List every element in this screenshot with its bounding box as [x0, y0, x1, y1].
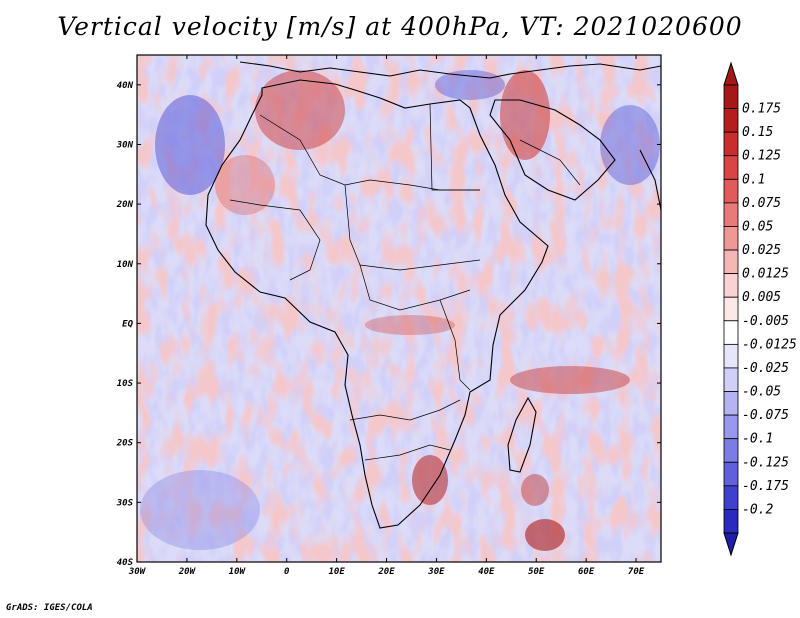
lat-tick-label: EQ: [122, 319, 133, 329]
country-borders: [229, 103, 581, 461]
colorbar-label: 0.1: [742, 172, 765, 187]
colorbar-segment: [723, 509, 739, 534]
lat-tick-label: 10N: [117, 260, 134, 270]
colorbar-label: -0.0125: [742, 337, 797, 352]
colorbar-segment: [723, 438, 739, 463]
ascent-region-atlas: [255, 70, 345, 150]
colorbar-label: 0.15: [742, 125, 773, 140]
ascent-region-congo: [365, 315, 455, 335]
colorbar-label: -0.125: [742, 455, 789, 470]
lon-tick-label: 10W: [229, 567, 247, 577]
africa-coastline: [205, 79, 549, 529]
longitude-axis: 30W 20W 10W 0 10E 20E 30E 40E 50E 60E 70E: [128, 55, 645, 577]
india-coastline: [639, 149, 661, 211]
colorbar-label: -0.005: [742, 314, 789, 329]
grads-credit: GrADS: IGES/COLA: [6, 603, 93, 613]
colorbar-label: 0.125: [742, 149, 781, 164]
colorbar-label: 0.005: [742, 290, 781, 305]
colorbar-top-arrow: [723, 61, 739, 86]
plot-frame: [136, 54, 662, 563]
lon-tick-label: 40E: [478, 567, 495, 577]
lat-tick-label: 40N: [117, 81, 134, 91]
colorbar-label: 0.05: [742, 219, 773, 234]
lat-tick-label: 40S: [117, 558, 134, 568]
colorbar-segment: [723, 131, 739, 157]
colorbar-segment: [723, 485, 739, 510]
border-east-africa: [439, 299, 471, 391]
colorbar-label: -0.075: [742, 408, 789, 423]
lat-tick-label: 10S: [117, 379, 134, 389]
colorbar-label: 0.175: [742, 102, 781, 117]
lon-tick-label: 20E: [377, 567, 395, 577]
border-egypt-sudan: [429, 103, 480, 191]
border-sahara-2: [344, 184, 481, 271]
europe-coastline: [239, 61, 661, 79]
colorbar-label: -0.2: [742, 502, 773, 517]
colorbar-label: -0.1: [742, 432, 773, 447]
colorbar-label: 0.025: [742, 243, 781, 258]
colorbar-segment: [723, 226, 739, 251]
border-west-africa: [229, 199, 321, 281]
colorbar-segment: [723, 367, 739, 392]
border-southern-africa: [349, 399, 461, 421]
descent-region-mediterranean: [435, 70, 505, 100]
ascent-region-arabia: [500, 70, 550, 160]
colorbar-segment: [723, 249, 739, 275]
colorbar-segment: [723, 343, 739, 369]
colorbar-segment: [723, 273, 739, 298]
lon-tick-label: 60E: [578, 567, 595, 577]
descent-region-south-atlantic: [140, 470, 260, 550]
colorbar: 0.175 0.15 0.125 0.1 0.075 0.05 0.025 0.0125 0.0…: [723, 61, 797, 557]
colorbar-bottom-arrow: [723, 532, 739, 557]
colorbar-segment: [723, 461, 739, 487]
descent-region-atlantic-north: [155, 95, 225, 195]
lon-tick-label: 70E: [628, 567, 645, 577]
border-central-africa: [359, 264, 471, 311]
colorbar-label: -0.05: [742, 385, 781, 400]
colorbar-segment: [723, 414, 739, 440]
lon-tick-label: 0: [284, 567, 290, 577]
ascent-region-madagascar-se: [521, 474, 549, 506]
colorbar-segment: [723, 84, 739, 109]
lat-tick-label: 20S: [116, 439, 134, 449]
descent-region-arabian-sea: [600, 105, 660, 185]
colorbar-segment: [723, 202, 739, 227]
colorbar-segment: [723, 178, 739, 204]
ascent-region-indian-ocean: [510, 366, 630, 394]
border-arabia: [519, 139, 581, 186]
colorbar-segment: [723, 391, 739, 416]
chart-title: Vertical velocity [m/s] at 400hPa, VT: 2…: [57, 12, 743, 41]
colorbar-segment: [723, 320, 739, 345]
border-south-1: [364, 444, 451, 461]
coastlines: [205, 61, 661, 529]
ascent-region-southern-ocean: [525, 519, 565, 551]
colorbar-label: -0.025: [742, 361, 789, 376]
colorbar-segment: [723, 155, 739, 180]
colorbar-segment: [723, 108, 739, 133]
border-sahara-1: [259, 114, 480, 191]
ascent-region-south-africa: [412, 455, 448, 505]
madagascar-coastline: [507, 396, 537, 473]
lon-tick-label: 20W: [178, 567, 197, 577]
colorbar-segment: [723, 296, 739, 322]
velocity-field: [137, 55, 661, 562]
lon-tick-label: 50E: [528, 567, 545, 577]
colorbar-label: 0.075: [742, 196, 781, 211]
lat-tick-label: 20N: [116, 200, 134, 210]
colorbar-label: -0.175: [742, 479, 789, 494]
colorbar-label: 0.0125: [742, 267, 789, 282]
lon-tick-label: 30E: [427, 567, 445, 577]
arabia-coastline: [489, 99, 616, 201]
latitude-axis: 40N 30N 20N 10N EQ 10S 20S 30S 40S: [116, 81, 661, 568]
lat-tick-label: 30S: [116, 498, 134, 508]
lon-tick-label: 10E: [328, 567, 345, 577]
lon-tick-label: 30W: [128, 567, 147, 577]
lat-tick-label: 30N: [116, 140, 134, 150]
